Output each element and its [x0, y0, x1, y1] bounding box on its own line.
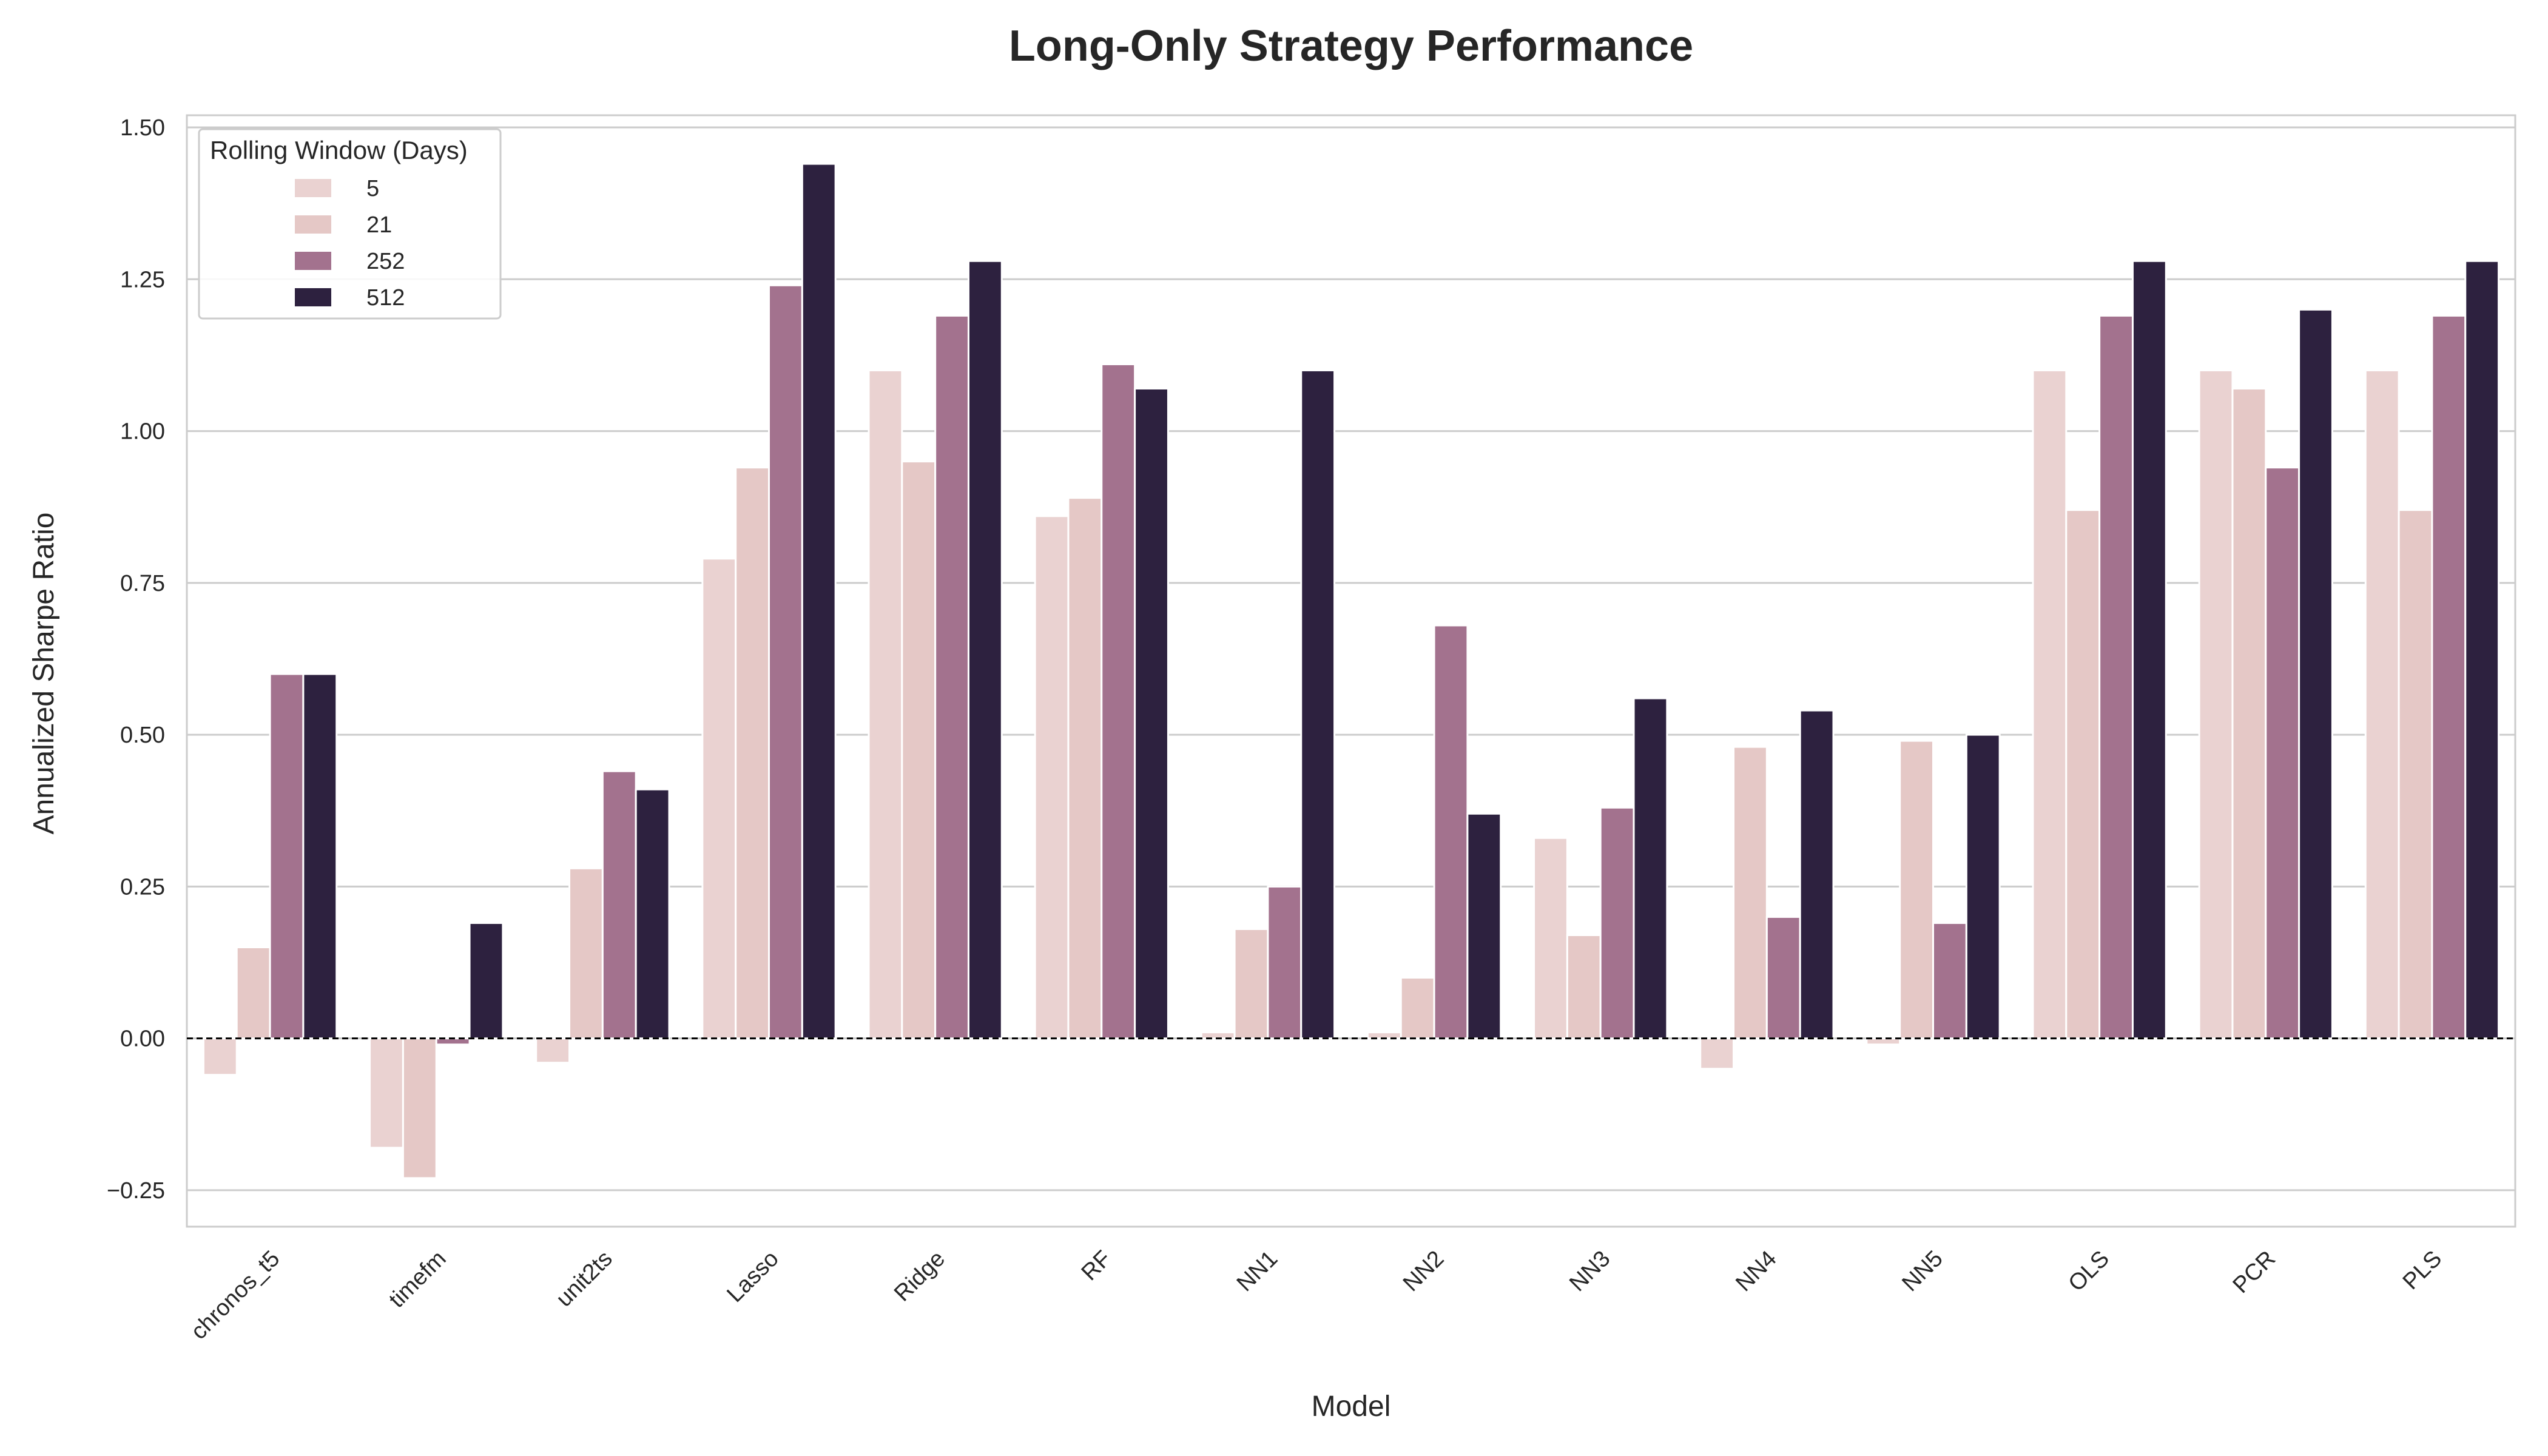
- bar-NN3-21: [1566, 934, 1602, 1040]
- bar-unit2ts-5: [535, 1037, 571, 1064]
- bar-NN2-21: [1400, 977, 1435, 1040]
- bar-timefm-5: [369, 1037, 404, 1149]
- bar-NN5-252: [1932, 922, 1967, 1040]
- legend-title: Rolling Window (Days): [210, 136, 468, 164]
- legend-box: [198, 128, 502, 320]
- y-tick-label: 1.25: [120, 267, 165, 292]
- bar-PCR-5: [2198, 369, 2234, 1040]
- legend-label-252: 252: [366, 249, 405, 274]
- bar-NN1-512: [1300, 369, 1336, 1040]
- bar-Ridge-21: [901, 460, 937, 1040]
- bar-NN4-21: [1733, 746, 1768, 1040]
- bar-Ridge-252: [934, 314, 969, 1040]
- bar-NN3-5: [1533, 837, 1568, 1040]
- bar-OLS-5: [2032, 369, 2068, 1040]
- bar-RF-21: [1067, 497, 1103, 1040]
- y-tick-label: 1.00: [120, 419, 165, 445]
- bar-timefm-21: [402, 1037, 437, 1179]
- y-tick-label: 0.75: [120, 571, 165, 596]
- y-tick-label: −0.25: [107, 1178, 165, 1204]
- bar-NN4-252: [1765, 915, 1801, 1040]
- legend-swatch-512: [295, 288, 331, 306]
- bar-NN4-512: [1799, 709, 1835, 1040]
- x-axis-label: Model: [1312, 1390, 1391, 1423]
- bar-NN3-512: [1633, 697, 1668, 1040]
- bar-PLS-252: [2431, 314, 2467, 1040]
- bar-OLS-512: [2131, 260, 2167, 1040]
- bar-Ridge-512: [967, 260, 1003, 1040]
- y-axis-label: Annualized Sharpe Ratio: [28, 512, 60, 834]
- legend-label-512: 512: [366, 285, 405, 311]
- bar-NN1-5: [1200, 1031, 1236, 1040]
- bar-Ridge-5: [868, 369, 903, 1040]
- bar-PLS-512: [2464, 260, 2500, 1040]
- legend-label-21: 21: [366, 212, 392, 238]
- bar-Lasso-252: [768, 284, 803, 1040]
- bar-PCR-512: [2298, 308, 2333, 1040]
- bar-chronos_t5-252: [269, 673, 305, 1040]
- bar-unit2ts-252: [601, 770, 637, 1040]
- legend-swatch-21: [295, 215, 331, 234]
- y-tick-label: 0.00: [120, 1026, 165, 1052]
- bar-PCR-252: [2265, 467, 2300, 1040]
- bar-timefm-512: [468, 922, 504, 1040]
- bar-NN5-512: [1965, 733, 2001, 1040]
- bar-NN5-21: [1899, 740, 1934, 1040]
- legend: Rolling Window (Days) 5 21 252 512: [198, 128, 502, 320]
- bar-chronos_t5-512: [302, 673, 338, 1040]
- bar-NN2-5: [1366, 1031, 1402, 1040]
- bar-OLS-21: [2065, 509, 2101, 1040]
- bar-chronos_t5-5: [202, 1037, 238, 1076]
- bar-NN3-252: [1599, 806, 1635, 1040]
- bar-Lasso-5: [701, 558, 737, 1040]
- bar-NN2-512: [1466, 812, 1502, 1040]
- bar-Lasso-512: [801, 163, 837, 1040]
- bar-RF-512: [1134, 387, 1169, 1040]
- bar-NN4-5: [1699, 1037, 1735, 1070]
- bar-NN1-21: [1233, 928, 1269, 1040]
- y-tick-label: 1.50: [120, 115, 165, 141]
- bar-PLS-5: [2364, 369, 2400, 1040]
- bar-OLS-252: [2098, 314, 2134, 1040]
- bar-chronos_t5-21: [235, 946, 271, 1040]
- y-tick-label: 0.50: [120, 723, 165, 748]
- bar-RF-5: [1034, 515, 1070, 1040]
- bar-unit2ts-512: [635, 788, 670, 1040]
- bar-PLS-21: [2398, 509, 2433, 1040]
- bar-NN5-5: [1866, 1037, 1901, 1046]
- legend-swatch-5: [295, 179, 331, 197]
- bar-PCR-21: [2231, 387, 2267, 1040]
- bar-unit2ts-21: [568, 867, 604, 1040]
- bar-NN1-252: [1267, 885, 1303, 1040]
- bar-timefm-252: [435, 1037, 471, 1046]
- bar-Lasso-21: [735, 467, 770, 1040]
- bar-NN2-252: [1433, 624, 1469, 1040]
- chart-title: Long-Only Strategy Performance: [1009, 22, 1693, 70]
- y-tick-label: 0.25: [120, 874, 165, 900]
- bar-RF-252: [1100, 363, 1136, 1040]
- legend-swatch-252: [295, 252, 331, 270]
- legend-label-5: 5: [366, 176, 379, 201]
